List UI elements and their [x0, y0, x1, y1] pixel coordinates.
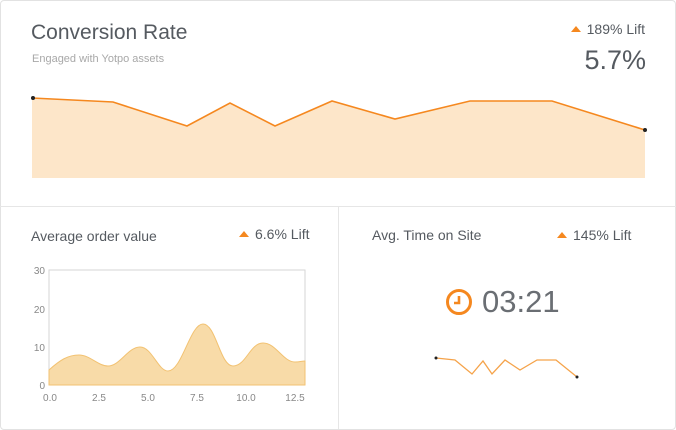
time-sparkline: [434, 356, 579, 379]
conversion-chart: [31, 96, 647, 178]
time-lift-text: 145% Lift: [573, 227, 632, 243]
horizontal-divider: [0, 206, 676, 207]
svg-text:30: 30: [34, 266, 46, 277]
conversion-value: 5.7%: [584, 45, 646, 75]
time-lift: 145% Lift: [557, 227, 631, 243]
svg-text:12.5: 12.5: [285, 393, 305, 404]
time-title: Avg. Time on Site: [372, 227, 482, 243]
time-value: 03:21: [482, 284, 560, 319]
conversion-lift-text: 189% Lift: [586, 21, 645, 37]
svg-text:5.0: 5.0: [141, 393, 155, 404]
up-arrow-icon: [570, 26, 581, 32]
svg-text:2.5: 2.5: [92, 393, 106, 404]
time-value-row: 03:21: [445, 284, 560, 320]
aov-lift: 6.6% Lift: [239, 226, 309, 242]
clock-icon: [446, 289, 472, 315]
aov-lift-text: 6.6% Lift: [255, 226, 310, 242]
up-arrow-icon: [239, 231, 249, 237]
conversion-subtitle: Engaged with Yotpo assets: [32, 53, 165, 65]
svg-text:10: 10: [34, 343, 46, 354]
svg-text:20: 20: [34, 305, 46, 316]
svg-text:0.0: 0.0: [43, 393, 57, 404]
vertical-divider: [338, 207, 339, 429]
aov-title: Average order value: [31, 228, 157, 244]
aov-chart: 30 20 10 0 0.0 2.5 5.0 7.5 10.0 12.5: [34, 266, 306, 404]
conversion-title: Conversion Rate: [31, 21, 188, 44]
svg-text:0: 0: [39, 381, 45, 392]
up-arrow-icon: [557, 232, 567, 238]
conversion-lift: 189% Lift: [570, 21, 645, 37]
svg-text:10.0: 10.0: [236, 393, 256, 404]
svg-text:7.5: 7.5: [190, 393, 204, 404]
